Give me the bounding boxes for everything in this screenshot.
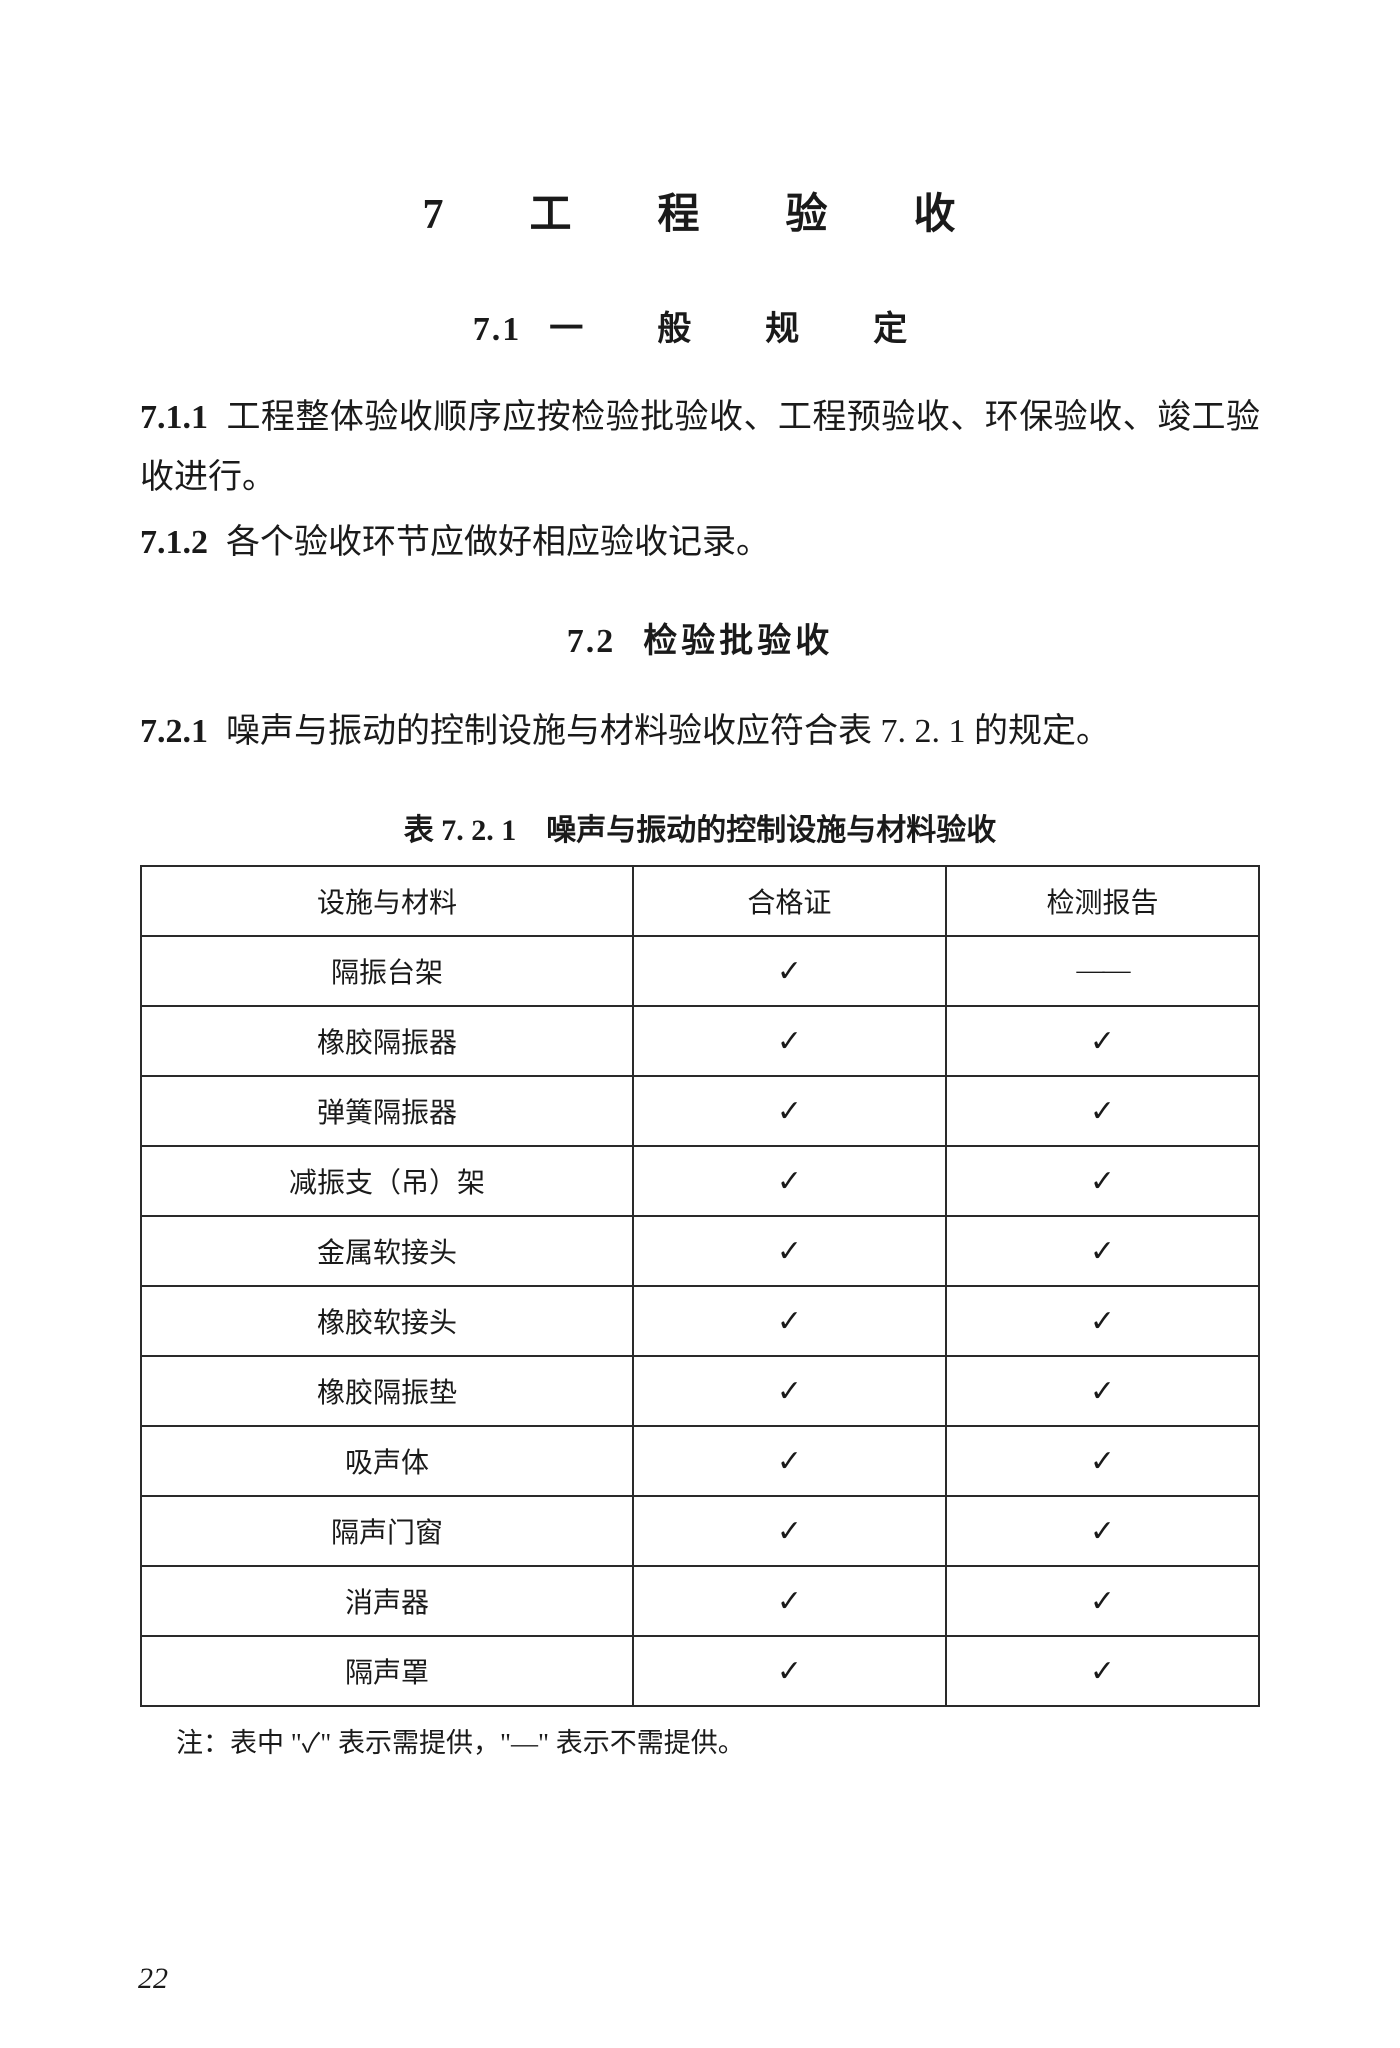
certificate-cell: ✓ bbox=[633, 936, 946, 1006]
table-body: 隔振台架✓——橡胶隔振器✓✓弹簧隔振器✓✓减振支（吊）架✓✓金属软接头✓✓橡胶软… bbox=[141, 936, 1259, 1706]
chapter-number: 7 bbox=[422, 192, 465, 238]
check-icon: ✓ bbox=[1090, 1025, 1115, 1058]
section-title-text: 检验批验收 bbox=[643, 623, 833, 660]
facility-cell: 减振支（吊）架 bbox=[141, 1146, 633, 1216]
clause-7-1-2: 7.1.2 各个验收环节应做好相应验收记录。 bbox=[140, 513, 1260, 573]
table-row: 橡胶隔振垫 ✓ ✓ bbox=[141, 1356, 1259, 1426]
facility-cell: 隔振台架 bbox=[141, 936, 633, 1006]
clause-number: 7.2.1 bbox=[140, 713, 208, 750]
certificate-cell: ✓ bbox=[633, 1216, 946, 1286]
report-cell: ✓ bbox=[946, 1006, 1259, 1076]
report-cell: ✓ bbox=[946, 1356, 1259, 1426]
col-header-report: 检测报告 bbox=[946, 866, 1259, 936]
check-icon: ✓ bbox=[1090, 1515, 1115, 1548]
facility-cell: 隔声门窗 bbox=[141, 1496, 633, 1566]
table-row: 消声器 ✓ ✓ bbox=[141, 1566, 1259, 1636]
certificate-cell: ✓ bbox=[633, 1076, 946, 1146]
clause-7-2-1: 7.2.1 噪声与振动的控制设施与材料验收应符合表 7. 2. 1 的规定。 bbox=[140, 702, 1260, 762]
check-icon: ✓ bbox=[1090, 1165, 1115, 1198]
report-cell: ✓ bbox=[946, 1146, 1259, 1216]
report-cell: ✓ bbox=[946, 1216, 1259, 1286]
check-icon: ✓ bbox=[777, 1025, 802, 1058]
clause-text: 噪声与振动的控制设施与材料验收应符合表 7. 2. 1 的规定。 bbox=[226, 713, 1110, 750]
facility-cell: 金属软接头 bbox=[141, 1216, 633, 1286]
certificate-cell: ✓ bbox=[633, 1496, 946, 1566]
clause-text: 工程整体验收顺序应按检验批验收、工程预验收、环保验收、竣工验收进行。 bbox=[140, 399, 1260, 496]
facility-cell: 吸声体 bbox=[141, 1426, 633, 1496]
facility-cell: 弹簧隔振器 bbox=[141, 1076, 633, 1146]
table-row: 橡胶隔振器 ✓ ✓ bbox=[141, 1006, 1259, 1076]
check-icon: ✓ bbox=[1090, 1095, 1115, 1128]
dash-icon: —— bbox=[1076, 955, 1128, 986]
check-icon: ✓ bbox=[777, 1095, 802, 1128]
facility-cell: 橡胶软接头 bbox=[141, 1286, 633, 1356]
check-icon: ✓ bbox=[777, 1655, 802, 1688]
certificate-cell: ✓ bbox=[633, 1356, 946, 1426]
certificate-cell: ✓ bbox=[633, 1006, 946, 1076]
report-cell: ✓ bbox=[946, 1426, 1259, 1496]
acceptance-table: 设施与材料 合格证 检测报告 隔振台架✓——橡胶隔振器✓✓弹簧隔振器✓✓减振支（… bbox=[140, 865, 1260, 1707]
section-number: 7.2 bbox=[567, 623, 616, 660]
certificate-cell: ✓ bbox=[633, 1636, 946, 1706]
report-cell: ✓ bbox=[946, 1076, 1259, 1146]
table-header-row: 设施与材料 合格证 检测报告 bbox=[141, 866, 1259, 936]
table-row: 金属软接头 ✓ ✓ bbox=[141, 1216, 1259, 1286]
check-icon: ✓ bbox=[777, 1585, 802, 1618]
report-cell: ✓ bbox=[946, 1286, 1259, 1356]
clause-number: 7.1.1 bbox=[140, 399, 208, 436]
report-cell: ✓ bbox=[946, 1566, 1259, 1636]
table-caption: 表 7. 2. 1 噪声与振动的控制设施与材料验收 bbox=[140, 805, 1260, 849]
col-header-facility: 设施与材料 bbox=[141, 866, 633, 936]
check-icon: ✓ bbox=[1090, 1655, 1115, 1688]
facility-cell: 橡胶隔振器 bbox=[141, 1006, 633, 1076]
check-icon: ✓ bbox=[777, 1235, 802, 1268]
table-row: 隔声门窗 ✓ ✓ bbox=[141, 1496, 1259, 1566]
check-icon: ✓ bbox=[777, 1165, 802, 1198]
section-7-1-heading: 7.1 一 般 规 定 bbox=[140, 301, 1260, 350]
check-icon: ✓ bbox=[1090, 1585, 1115, 1618]
report-cell: ✓ bbox=[946, 1496, 1259, 1566]
table-row: 减振支（吊）架 ✓ ✓ bbox=[141, 1146, 1259, 1216]
table-row: 隔振台架 ✓ —— bbox=[141, 936, 1259, 1006]
table-row: 隔声罩 ✓ ✓ bbox=[141, 1636, 1259, 1706]
clause-7-1-1: 7.1.1工程整体验收顺序应按检验批验收、工程预验收、环保验收、竣工验收进行。 bbox=[140, 388, 1260, 507]
table-row: 橡胶软接头 ✓ ✓ bbox=[141, 1286, 1259, 1356]
report-cell: ✓ bbox=[946, 1636, 1259, 1706]
facility-cell: 隔声罩 bbox=[141, 1636, 633, 1706]
certificate-cell: ✓ bbox=[633, 1426, 946, 1496]
check-icon: ✓ bbox=[1090, 1305, 1115, 1338]
check-icon: ✓ bbox=[777, 1445, 802, 1478]
certificate-cell: ✓ bbox=[633, 1146, 946, 1216]
clause-text: 各个验收环节应做好相应验收记录。 bbox=[226, 524, 770, 561]
certificate-cell: ✓ bbox=[633, 1566, 946, 1636]
facility-cell: 消声器 bbox=[141, 1566, 633, 1636]
table-row: 弹簧隔振器 ✓ ✓ bbox=[141, 1076, 1259, 1146]
check-icon: ✓ bbox=[777, 1515, 802, 1548]
table-note: 注：表中 "✓" 表示需提供，"—" 表示不需提供。 bbox=[140, 1721, 1260, 1760]
clause-number: 7.1.2 bbox=[140, 524, 208, 561]
check-icon: ✓ bbox=[777, 1305, 802, 1338]
check-icon: ✓ bbox=[777, 955, 802, 988]
facility-cell: 橡胶隔振垫 bbox=[141, 1356, 633, 1426]
report-cell: —— bbox=[946, 936, 1259, 1006]
section-title-text: 一 般 规 定 bbox=[549, 311, 927, 348]
check-icon: ✓ bbox=[1090, 1375, 1115, 1408]
chapter-title-text: 工 程 验 收 bbox=[530, 192, 978, 238]
col-header-certificate: 合格证 bbox=[633, 866, 946, 936]
section-number: 7.1 bbox=[473, 311, 522, 348]
chapter-title: 7 工 程 验 收 bbox=[140, 180, 1260, 241]
page-number: 22 bbox=[138, 1962, 168, 1996]
check-icon: ✓ bbox=[777, 1375, 802, 1408]
section-7-2-heading: 7.2 检验批验收 bbox=[140, 613, 1260, 662]
check-icon: ✓ bbox=[1090, 1445, 1115, 1478]
certificate-cell: ✓ bbox=[633, 1286, 946, 1356]
table-row: 吸声体 ✓ ✓ bbox=[141, 1426, 1259, 1496]
check-icon: ✓ bbox=[1090, 1235, 1115, 1268]
